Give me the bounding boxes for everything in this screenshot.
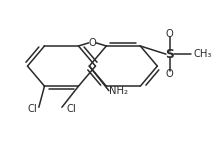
Text: CH₃: CH₃ [193,49,212,59]
Text: O: O [166,29,174,39]
Text: Cl: Cl [67,104,76,114]
Text: NH₂: NH₂ [109,86,128,96]
Text: O: O [89,38,96,48]
Text: O: O [166,69,174,79]
Text: Cl: Cl [28,104,37,114]
Text: S: S [165,48,174,61]
